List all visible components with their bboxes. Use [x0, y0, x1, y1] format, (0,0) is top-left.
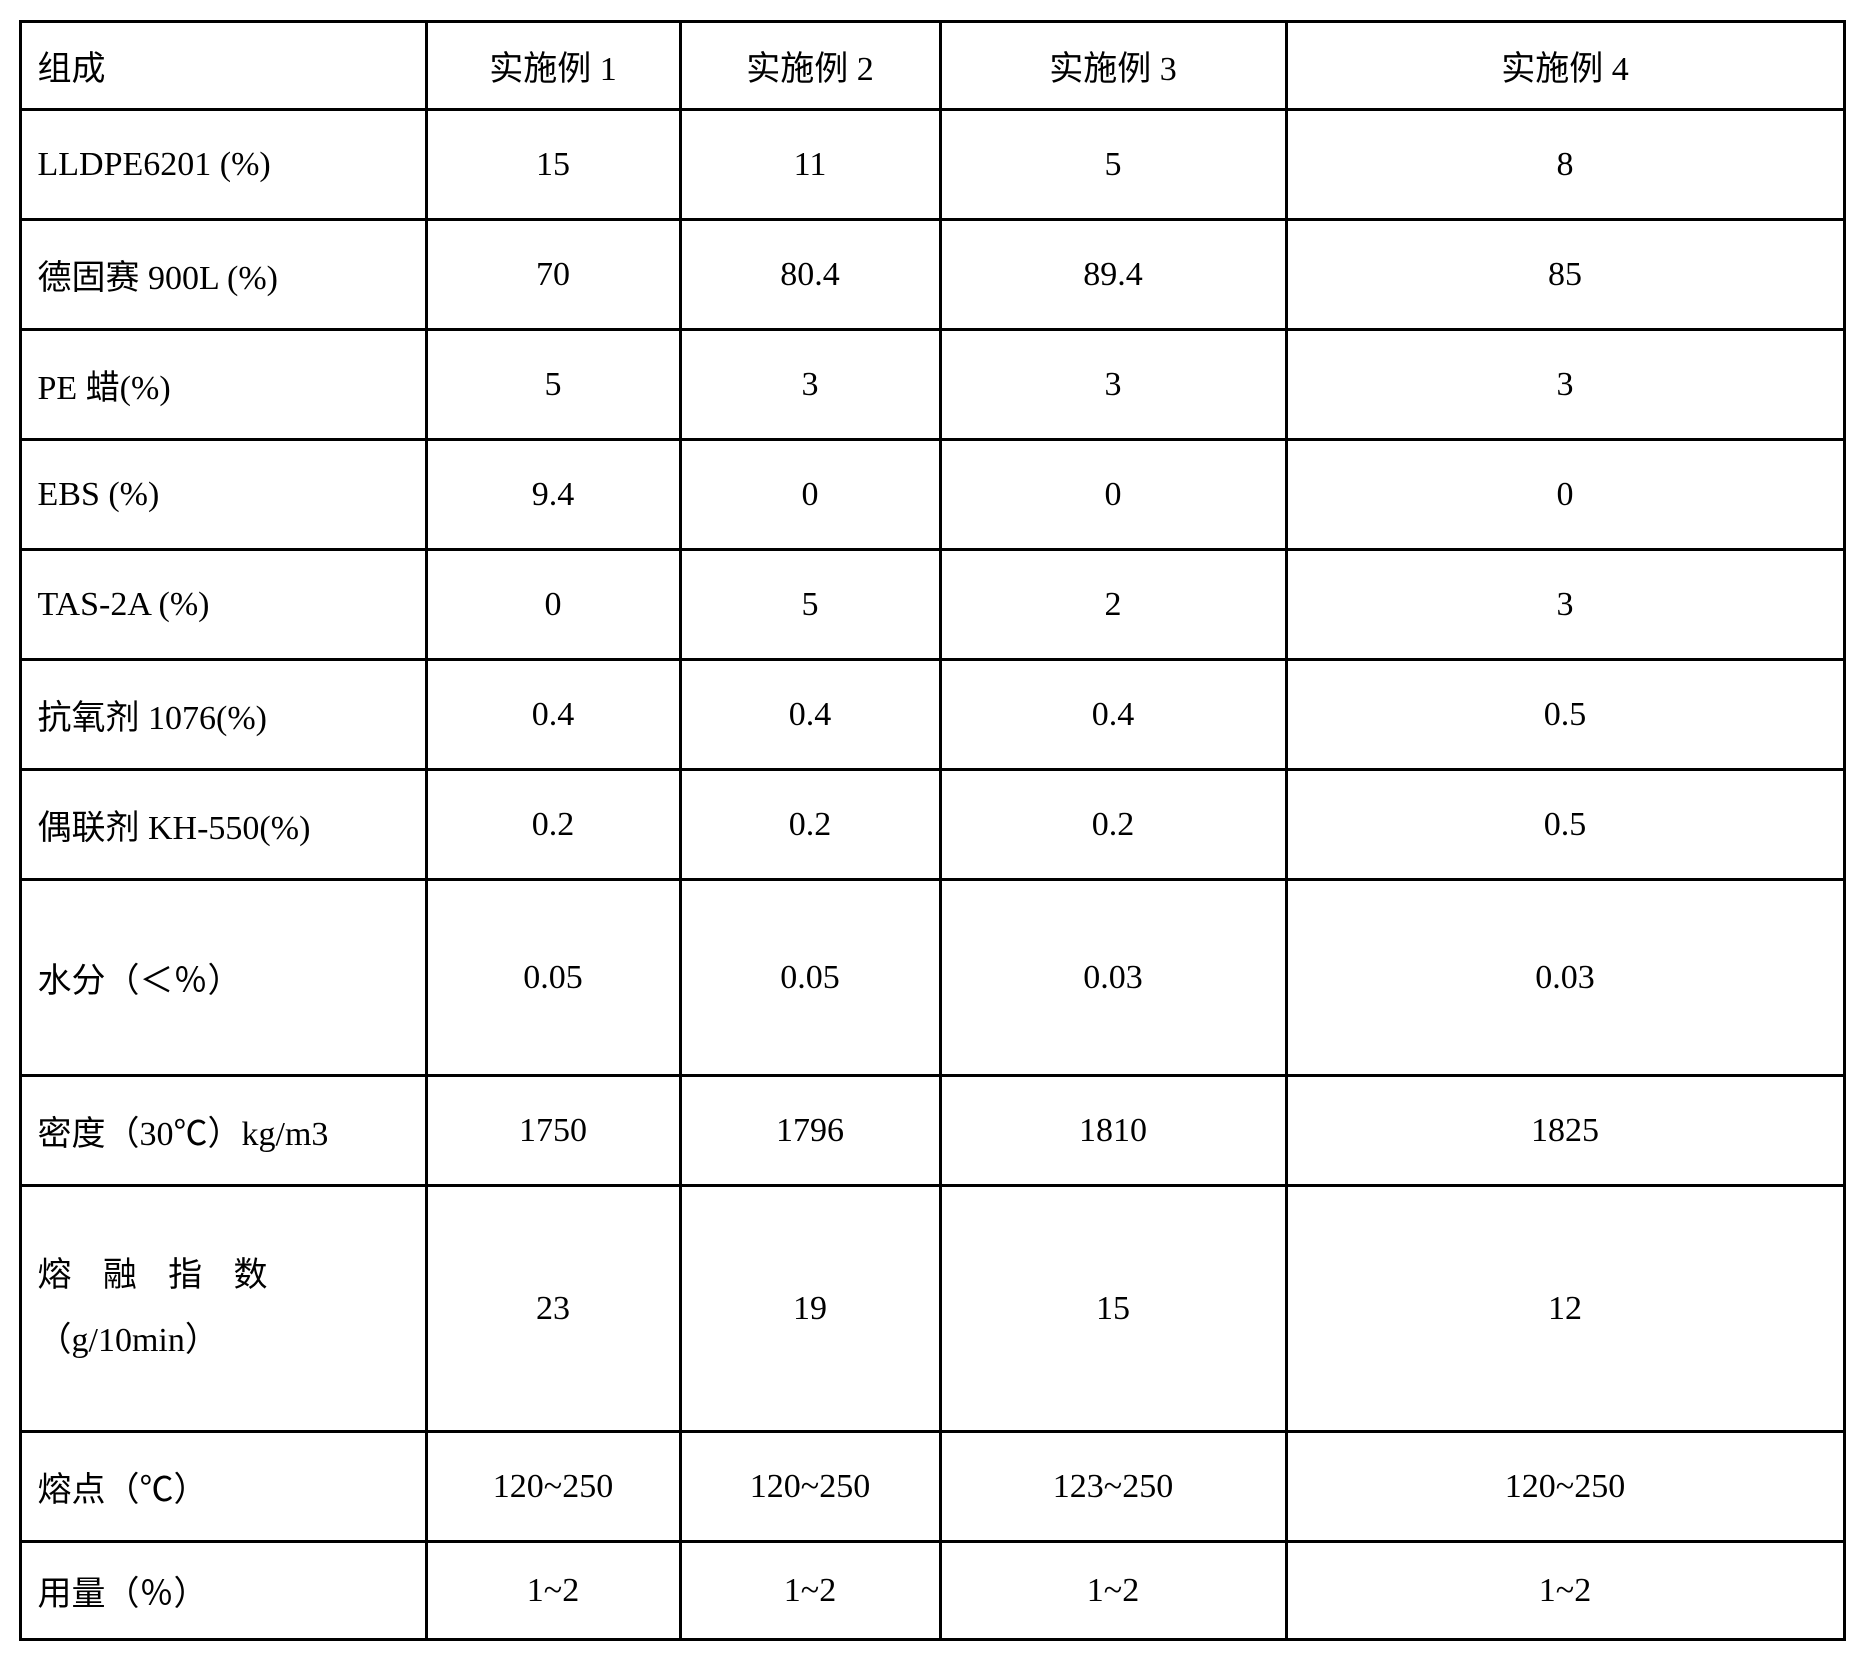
row-cell: 0.2 — [426, 770, 680, 880]
row-label: LLDPE6201 (%) — [20, 110, 426, 220]
row-cell: 3 — [680, 330, 940, 440]
row-cell: 1~2 — [426, 1542, 680, 1640]
row-cell: 5 — [680, 550, 940, 660]
header-col4: 实施例 4 — [1286, 22, 1844, 110]
header-col1: 实施例 1 — [426, 22, 680, 110]
row-cell: 0.05 — [426, 880, 680, 1076]
row-label-line1-char3: 指 — [168, 1244, 202, 1309]
table-header-row: 组成 实施例 1 实施例 2 实施例 3 实施例 4 — [20, 22, 1844, 110]
row-cell: 1796 — [680, 1076, 940, 1186]
row-cell: 12 — [1286, 1186, 1844, 1432]
row-cell: 123~250 — [940, 1432, 1286, 1542]
row-label-line1-char4: 数 — [233, 1244, 267, 1309]
table-row: TAS-2A (%) 0 5 2 3 — [20, 550, 1844, 660]
row-cell: 1~2 — [680, 1542, 940, 1640]
row-label: EBS (%) — [20, 440, 426, 550]
row-cell: 9.4 — [426, 440, 680, 550]
row-cell: 70 — [426, 220, 680, 330]
table-row: 抗氧剂 1076(%) 0.4 0.4 0.4 0.5 — [20, 660, 1844, 770]
table-row: 水分（＜％） 0.05 0.05 0.03 0.03 — [20, 880, 1844, 1076]
header-label: 组成 — [20, 22, 426, 110]
row-cell: 0 — [680, 440, 940, 550]
row-cell: 23 — [426, 1186, 680, 1432]
row-cell: 89.4 — [940, 220, 1286, 330]
row-cell: 120~250 — [680, 1432, 940, 1542]
table-row: LLDPE6201 (%) 15 11 5 8 — [20, 110, 1844, 220]
row-cell: 1~2 — [940, 1542, 1286, 1640]
row-cell: 0 — [1286, 440, 1844, 550]
row-cell: 0.05 — [680, 880, 940, 1076]
row-cell: 0.4 — [940, 660, 1286, 770]
row-cell: 5 — [426, 330, 680, 440]
row-cell: 0.03 — [1286, 880, 1844, 1076]
row-cell: 3 — [1286, 550, 1844, 660]
row-label-line2: （g/10min） — [38, 1309, 425, 1374]
row-cell: 0.2 — [940, 770, 1286, 880]
row-cell: 2 — [940, 550, 1286, 660]
row-label: 抗氧剂 1076(%) — [20, 660, 426, 770]
row-cell: 0 — [426, 550, 680, 660]
row-cell: 5 — [940, 110, 1286, 220]
row-label: 水分（＜％） — [20, 880, 426, 1076]
row-cell: 0.2 — [680, 770, 940, 880]
row-cell: 80.4 — [680, 220, 940, 330]
row-cell: 0.4 — [680, 660, 940, 770]
row-cell: 120~250 — [1286, 1432, 1844, 1542]
row-cell: 1~2 — [1286, 1542, 1844, 1640]
row-cell: 3 — [940, 330, 1286, 440]
table-row: 熔 融 指 数 （g/10min） 23 19 15 12 — [20, 1186, 1844, 1432]
row-label: 用量（％） — [20, 1542, 426, 1640]
row-cell: 0.03 — [940, 880, 1286, 1076]
composition-table: 组成 实施例 1 实施例 2 实施例 3 实施例 4 LLDPE6201 (%)… — [19, 20, 1846, 1641]
table-row: PE 蜡(%) 5 3 3 3 — [20, 330, 1844, 440]
table-row: 偶联剂 KH-550(%) 0.2 0.2 0.2 0.5 — [20, 770, 1844, 880]
table-row: 密度（30℃）kg/m3 1750 1796 1810 1825 — [20, 1076, 1844, 1186]
row-cell: 19 — [680, 1186, 940, 1432]
row-cell: 120~250 — [426, 1432, 680, 1542]
row-cell: 1810 — [940, 1076, 1286, 1186]
row-cell: 15 — [426, 110, 680, 220]
row-cell: 0.5 — [1286, 660, 1844, 770]
row-cell: 8 — [1286, 110, 1844, 220]
row-label: 熔点（℃） — [20, 1432, 426, 1542]
row-label: 熔 融 指 数 （g/10min） — [20, 1186, 426, 1432]
row-cell: 11 — [680, 110, 940, 220]
row-cell: 0.5 — [1286, 770, 1844, 880]
table-row: EBS (%) 9.4 0 0 0 — [20, 440, 1844, 550]
row-cell: 0 — [940, 440, 1286, 550]
row-cell: 15 — [940, 1186, 1286, 1432]
row-label: 偶联剂 KH-550(%) — [20, 770, 426, 880]
row-label: TAS-2A (%) — [20, 550, 426, 660]
row-cell: 1825 — [1286, 1076, 1844, 1186]
row-label: PE 蜡(%) — [20, 330, 426, 440]
row-cell: 0.4 — [426, 660, 680, 770]
row-cell: 3 — [1286, 330, 1844, 440]
table-row: 德固赛 900L (%) 70 80.4 89.4 85 — [20, 220, 1844, 330]
row-cell: 1750 — [426, 1076, 680, 1186]
header-col3: 实施例 3 — [940, 22, 1286, 110]
row-cell: 85 — [1286, 220, 1844, 330]
table-row: 熔点（℃） 120~250 120~250 123~250 120~250 — [20, 1432, 1844, 1542]
header-col2: 实施例 2 — [680, 22, 940, 110]
row-label-line1-char1: 熔 — [38, 1244, 72, 1309]
row-label: 德固赛 900L (%) — [20, 220, 426, 330]
table-row: 用量（％） 1~2 1~2 1~2 1~2 — [20, 1542, 1844, 1640]
row-label: 密度（30℃）kg/m3 — [20, 1076, 426, 1186]
row-label-line1-char2: 融 — [103, 1244, 137, 1309]
